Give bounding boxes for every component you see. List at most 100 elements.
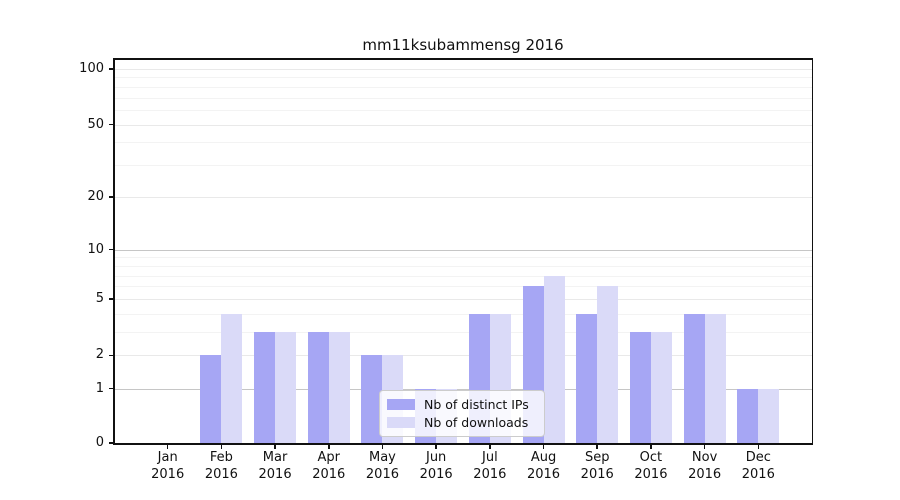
- legend-row-downloads: Nb of downloads: [387, 414, 537, 430]
- y-tick-label-1: 1: [95, 380, 104, 396]
- gridline-minor-90: [114, 77, 812, 79]
- y-tick-label-0: 0: [95, 435, 104, 450]
- x-tick-jan: [166, 444, 169, 449]
- legend-label-distinct-ips: Nb of distinct IPs: [424, 396, 529, 412]
- gridline-100: [114, 68, 812, 70]
- x-tick-label-feb: Feb 2016: [189, 450, 253, 483]
- y-tick-label-100: 100: [79, 60, 104, 76]
- bar-oct-downloads: [650, 332, 672, 443]
- y-tick-50: [108, 123, 113, 126]
- x-tick-jul: [489, 444, 491, 449]
- x-tick-year-jul: 2016: [473, 466, 507, 482]
- gridline-minor-4: [114, 313, 812, 315]
- bar-dec-distinct-ips: [737, 388, 759, 443]
- y-tick-2: [108, 354, 113, 357]
- y-tick-10: [108, 248, 113, 251]
- y-tick-5: [108, 298, 113, 300]
- gridline-50: [114, 124, 812, 126]
- gridline-5: [114, 299, 812, 301]
- y-tick-20: [108, 196, 113, 198]
- x-tick-year-nov: 2016: [688, 466, 722, 482]
- x-tick-aug: [542, 444, 545, 449]
- bar-dec-downloads: [758, 388, 780, 443]
- x-tick-nov: [703, 444, 706, 449]
- x-tick-label-sep: Sep 2016: [565, 450, 629, 483]
- y-tick-0: [108, 442, 113, 444]
- gridline-1: [114, 388, 812, 390]
- bar-apr-distinct-ips: [307, 332, 329, 443]
- x-tick-year-may: 2016: [365, 466, 399, 482]
- x-tick-year-aug: 2016: [526, 466, 561, 482]
- plot-spine-top: [113, 58, 813, 60]
- gridline-minor-7: [114, 275, 812, 277]
- x-tick-year-apr: 2016: [312, 466, 346, 482]
- bar-sep-downloads: [597, 286, 619, 443]
- bar-feb-downloads: [221, 313, 243, 443]
- legend-swatch-downloads-icon: [387, 417, 415, 428]
- x-tick-label-oct: Oct 2016: [619, 450, 683, 483]
- gridline-2: [114, 355, 812, 357]
- x-tick-feb: [220, 444, 223, 449]
- x-tick-label-jan: Jan 2016: [136, 450, 200, 483]
- plot-area: [114, 59, 812, 443]
- legend-row-distinct-ips: Nb of distinct IPs: [387, 396, 537, 412]
- y-tick-label-10: 10: [87, 241, 104, 257]
- x-tick-year-mar: 2016: [258, 466, 292, 482]
- bar-apr-downloads: [328, 332, 350, 443]
- x-tick-year-feb: 2016: [204, 466, 238, 482]
- bar-nov-distinct-ips: [683, 313, 705, 443]
- x-tick-mar: [274, 444, 276, 449]
- bar-mar-distinct-ips: [254, 332, 276, 443]
- gridline-minor-30: [114, 165, 812, 167]
- gridline-minor-70: [114, 97, 812, 99]
- y-tick-1: [108, 387, 113, 390]
- x-tick-oct: [650, 444, 652, 449]
- bar-mar-downloads: [275, 332, 297, 443]
- bar-sep-distinct-ips: [576, 313, 598, 443]
- y-tick-label-20: 20: [87, 188, 104, 204]
- gridline-minor-80: [114, 86, 812, 88]
- gridline-minor-40: [114, 142, 812, 144]
- plot-spine-left: [113, 58, 115, 444]
- x-tick-label-aug: Aug 2016: [512, 450, 576, 483]
- x-tick-label-apr: Apr 2016: [297, 450, 361, 483]
- y-tick-label-2: 2: [95, 347, 104, 363]
- gridline-minor-60: [114, 110, 812, 112]
- bar-nov-downloads: [704, 313, 726, 443]
- x-tick-label-mar: Mar 2016: [243, 450, 307, 483]
- gridline-10: [114, 249, 812, 251]
- legend-label-downloads: Nb of downloads: [424, 414, 529, 430]
- x-tick-label-jun: Jun 2016: [404, 450, 468, 483]
- plot-spine-right: [811, 58, 813, 444]
- y-tick-label-5: 5: [95, 291, 104, 307]
- gridline-minor-3: [114, 332, 812, 334]
- x-tick-label-dec: Dec 2016: [726, 450, 790, 483]
- y-tick-100: [108, 68, 113, 70]
- x-tick-jun: [435, 444, 437, 449]
- x-tick-label-jul: Jul 2016: [458, 450, 522, 483]
- gridline-minor-6: [114, 286, 812, 288]
- x-tick-label-may: May 2016: [350, 450, 414, 483]
- x-tick-dec: [757, 444, 760, 449]
- x-tick-year-sep: 2016: [580, 466, 614, 482]
- x-tick-may: [381, 444, 384, 449]
- gridline-minor-8: [114, 265, 812, 267]
- bar-may-distinct-ips: [361, 355, 383, 443]
- bar-oct-distinct-ips: [629, 332, 651, 443]
- y-tick-label-50: 50: [87, 116, 104, 132]
- chart-title: mm11ksubammensg 2016: [362, 36, 564, 54]
- gridline-20: [114, 196, 812, 198]
- gridline-minor-9: [114, 257, 812, 259]
- bar-feb-distinct-ips: [200, 355, 222, 443]
- x-tick-sep: [596, 444, 598, 449]
- x-tick-year-dec: 2016: [741, 466, 775, 482]
- x-tick-year-oct: 2016: [634, 466, 668, 482]
- bar-aug-downloads: [543, 275, 565, 443]
- legend-swatch-distinct-ips-icon: [387, 399, 415, 410]
- x-tick-label-nov: Nov 2016: [673, 450, 737, 483]
- x-tick-year-jun: 2016: [419, 466, 453, 482]
- legend: Nb of distinct IPs Nb of downloads: [379, 390, 545, 437]
- plot-spine-bottom: [113, 443, 813, 445]
- x-tick-apr: [328, 444, 330, 449]
